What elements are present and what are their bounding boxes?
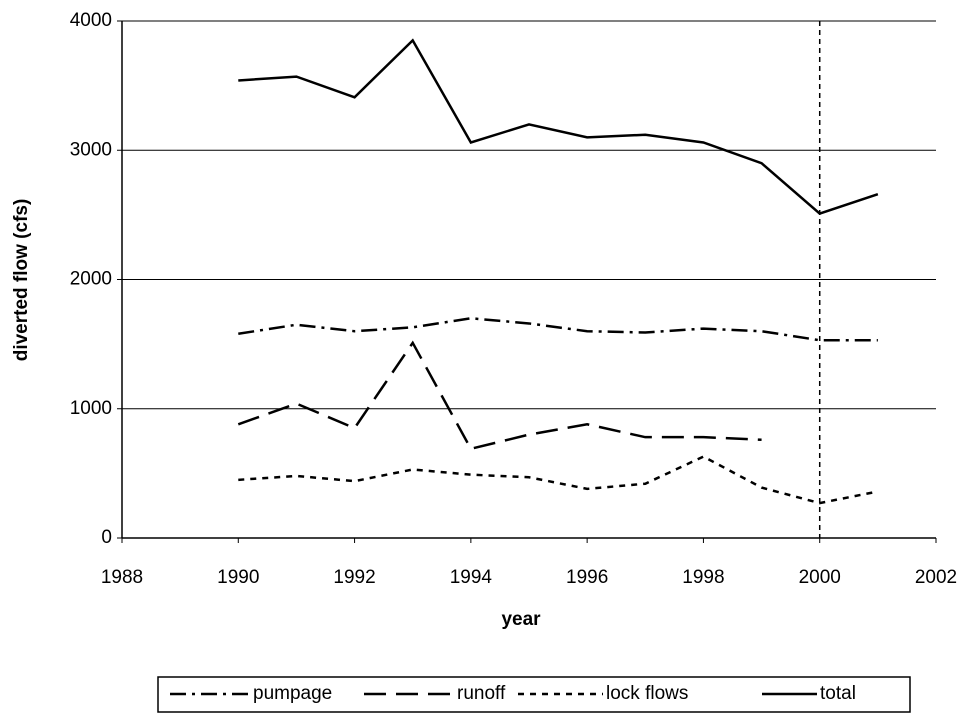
y-tick-label: 2000 <box>70 269 112 290</box>
y-tick-label: 4000 <box>70 10 112 31</box>
x-tick-label: 1996 <box>566 567 608 588</box>
x-axis-label: year <box>501 609 541 630</box>
x-tick-label: 1998 <box>682 567 724 588</box>
y-tick-label: 3000 <box>70 139 112 160</box>
legend-label: pumpage <box>253 683 332 704</box>
y-tick-label: 1000 <box>70 398 112 419</box>
legend-label: lock flows <box>606 683 688 704</box>
x-tick-label: 2002 <box>915 567 957 588</box>
x-tick-label: 1990 <box>217 567 259 588</box>
series-line <box>238 317 878 342</box>
x-tick-label: 1994 <box>450 567 493 588</box>
legend-label: total <box>820 683 856 704</box>
series-line <box>238 38 879 215</box>
x-tick-label: 2000 <box>799 567 841 588</box>
y-axis-label: diverted flow (cfs) <box>11 199 32 362</box>
series-line <box>237 340 762 451</box>
series-line <box>238 455 879 505</box>
legend-label: runoff <box>457 683 506 704</box>
x-tick-label: 1992 <box>333 567 375 588</box>
x-tick-label: 1988 <box>101 567 143 588</box>
y-tick-label: 0 <box>101 527 112 548</box>
